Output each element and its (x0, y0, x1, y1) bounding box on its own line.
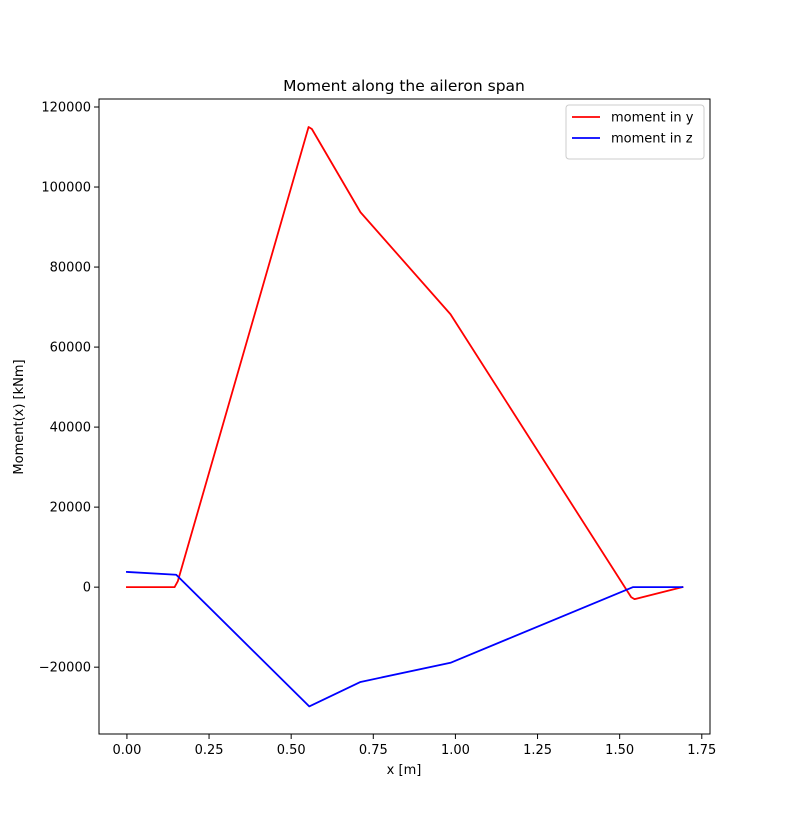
legend-label-moment-z: moment in z (611, 132, 693, 147)
x-tick-label: 1.00 (441, 743, 470, 758)
plot-area: 0.00 0.25 0.50 0.75 1.00 1.25 1.50 1.75 −20000 0 2… (39, 98, 716, 758)
y-tick-label: −20000 (39, 661, 91, 676)
x-tick-label: 1.50 (605, 743, 634, 758)
x-axis-label: x [m] (387, 763, 422, 778)
series-line-moment-y (126, 126, 684, 601)
x-tick-label: 1.25 (523, 743, 552, 758)
x-tick-label: 0.00 (112, 743, 141, 758)
plot-frame (98, 98, 711, 735)
x-tick-label: 0.75 (359, 743, 388, 758)
series-line-moment-z (125, 571, 684, 708)
y-tick-label: 60000 (50, 341, 91, 356)
y-tick-label: 100000 (41, 181, 91, 196)
x-tick-label: 0.25 (195, 743, 224, 758)
y-tick-label: 40000 (50, 421, 91, 436)
y-tick-label: 0 (83, 581, 91, 596)
x-tick-label: 1.75 (687, 743, 716, 758)
y-axis-label: Moment(x) [kNm] (12, 359, 27, 474)
legend-label-moment-y: moment in y (611, 111, 694, 126)
y-tick-label: 80000 (50, 261, 91, 276)
chart-title: Moment along the aileron span (283, 77, 525, 95)
legend-box (565, 104, 705, 160)
x-tick-label: 0.50 (277, 743, 306, 758)
y-tick-label: 20000 (50, 501, 91, 516)
y-tick-label: 120000 (41, 101, 91, 116)
